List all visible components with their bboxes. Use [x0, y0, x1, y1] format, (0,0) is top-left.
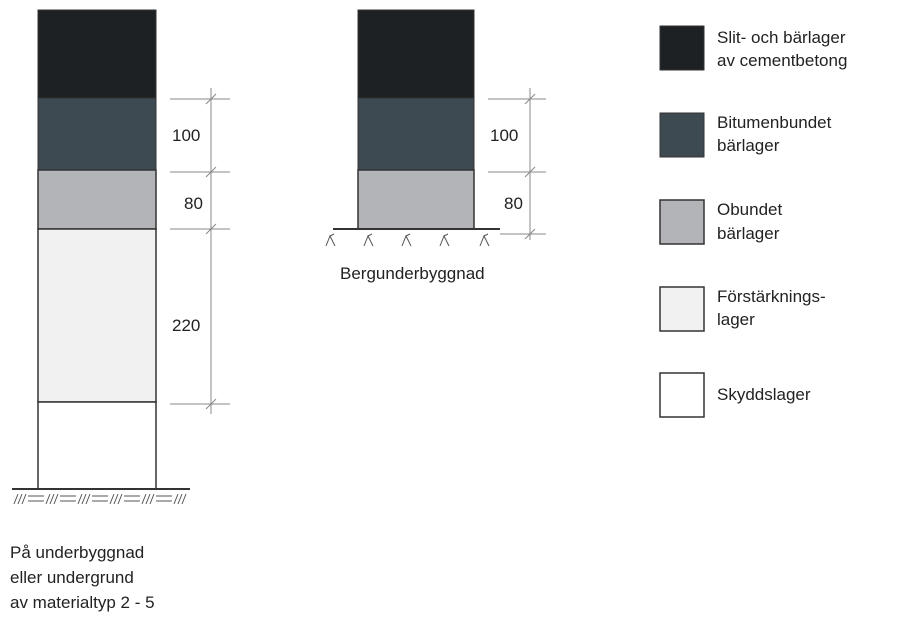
- right-layer-wearing-course: [357, 9, 475, 99]
- right-caption: Bergunderbyggnad: [340, 264, 485, 283]
- legend-label-bitumen-base-1: Bitumenbundet: [717, 113, 832, 132]
- legend-swatch-reinforcement: [659, 286, 705, 332]
- right-layer-bitumen-base: [357, 97, 475, 171]
- right-layer-unbound-base: [357, 169, 475, 230]
- right-bedrock-hatch: [325, 233, 490, 247]
- legend-label-bitumen-base-2: bärlager: [717, 136, 780, 155]
- right-profile: 100 80 Bergunderbyggnad: [325, 9, 546, 283]
- legend-label-unbound-base-1: Obundet: [717, 200, 782, 219]
- left-dim-bitumen: 100: [172, 126, 200, 145]
- left-profile: 100 80 220 På underbyggnad eller undergr…: [10, 9, 230, 612]
- legend-label-reinforcement-2: lager: [717, 310, 755, 329]
- legend-swatch-bitumen-base: [659, 112, 705, 158]
- legend-swatch-protection: [659, 372, 705, 418]
- right-dim-bitumen: 100: [490, 126, 518, 145]
- left-layer-reinforcement: [37, 228, 157, 403]
- legend-swatch-wearing-course: [659, 25, 705, 71]
- left-soil-hatch: [13, 493, 187, 505]
- left-caption-line-1: På underbyggnad: [10, 543, 144, 562]
- left-dim-unbound: 80: [184, 194, 203, 213]
- legend-label-protection: Skyddslager: [717, 385, 811, 404]
- left-caption-line-2: eller undergrund: [10, 568, 134, 587]
- left-layer-wearing-course: [37, 9, 157, 99]
- left-layer-unbound-base: [37, 169, 157, 230]
- right-dim-unbound: 80: [504, 194, 523, 213]
- legend-label-reinforcement-1: Förstärknings-: [717, 287, 826, 306]
- right-dimension-line: [488, 88, 546, 240]
- left-dim-reinforcement: 220: [172, 316, 200, 335]
- left-dimension-line: [170, 88, 230, 414]
- left-caption-line-3: av materialtyp 2 - 5: [10, 593, 155, 612]
- left-layer-protection: [37, 401, 157, 490]
- legend-swatch-unbound-base: [659, 199, 705, 245]
- left-layer-bitumen-base: [37, 97, 157, 171]
- legend-label-wearing-course-1: Slit- och bärlager: [717, 28, 846, 47]
- legend: Slit- och bärlager av cementbetong Bitum…: [659, 25, 847, 418]
- legend-label-unbound-base-2: bärlager: [717, 224, 780, 243]
- legend-label-wearing-course-2: av cementbetong: [717, 51, 847, 70]
